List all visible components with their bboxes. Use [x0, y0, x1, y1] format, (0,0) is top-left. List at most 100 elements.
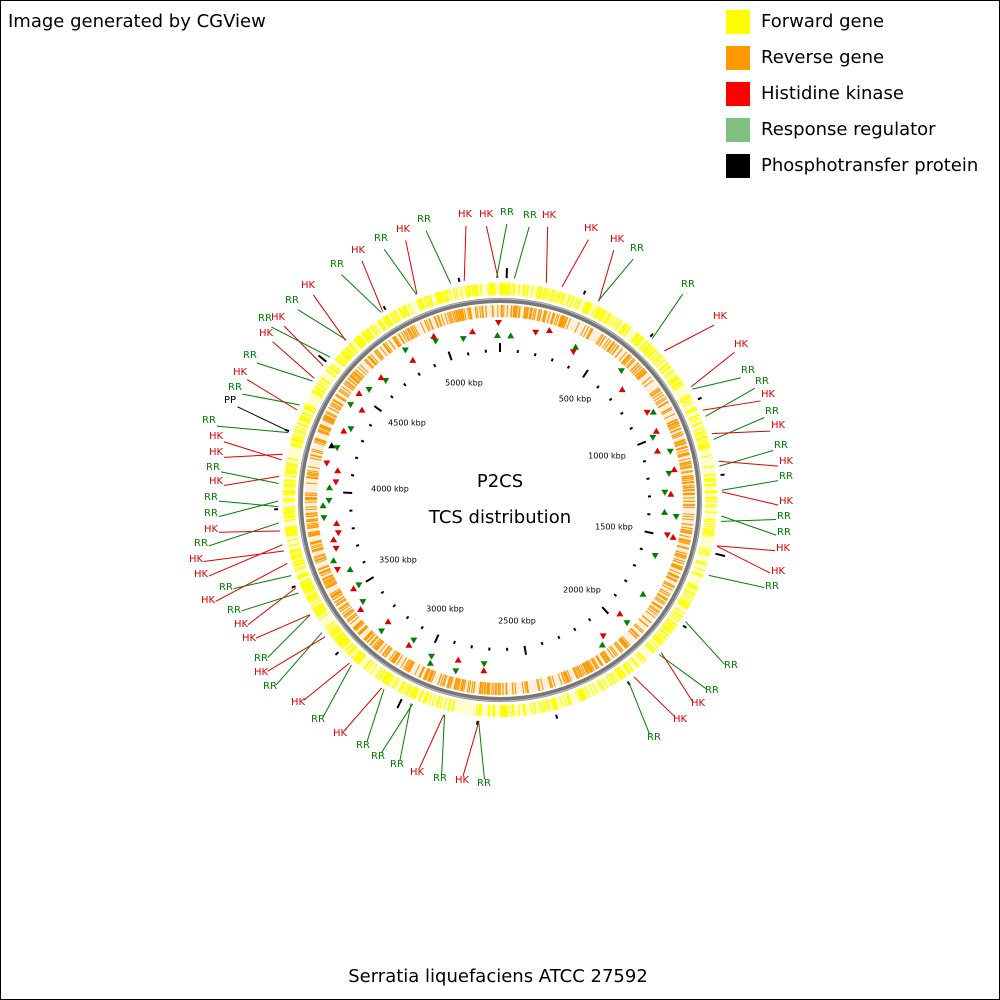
reverse-gene: [681, 478, 694, 482]
reverse-gene: [525, 681, 529, 694]
forward-gene: [634, 336, 644, 347]
reverse-gene: [453, 677, 458, 690]
scale-mark: [632, 563, 637, 567]
reverse-gene: [674, 441, 687, 447]
forward-gene: [692, 426, 705, 432]
reverse-gene: [402, 330, 410, 342]
forward-gene: [285, 533, 298, 537]
reverse-gene: [671, 562, 684, 568]
reverse-gene: [629, 628, 640, 638]
reverse-gene: [353, 620, 363, 630]
feature-label: HK: [761, 389, 776, 400]
forward-gene: [565, 294, 571, 307]
forward-gene: [682, 592, 694, 599]
reverse-gene: [663, 413, 676, 420]
feature-leader: [708, 574, 765, 589]
reverse-gene: [637, 370, 647, 380]
forward-gene: [470, 284, 474, 297]
reverse-gene: [633, 624, 643, 634]
reverse-gene: [669, 427, 682, 433]
reverse-gene: [559, 315, 565, 328]
reverse-gene: [370, 353, 379, 364]
forward-gene: [549, 289, 554, 302]
forward-gene: [668, 375, 679, 384]
forward-gene: [593, 307, 601, 319]
feature-marker: [649, 434, 657, 441]
forward-gene: [436, 696, 442, 708]
reverse-gene: [309, 457, 322, 461]
tick-label: 3000 kbp: [426, 605, 464, 614]
forward-gene: [340, 351, 351, 361]
reverse-gene: [433, 316, 439, 328]
reverse-gene: [384, 341, 393, 353]
reverse-gene: [446, 312, 452, 324]
reverse-gene: [434, 316, 440, 328]
feature-marker: [665, 470, 673, 477]
reverse-gene: [590, 658, 598, 670]
reverse-gene: [411, 325, 418, 337]
forward-gene: [290, 552, 303, 557]
reverse-gene: [313, 441, 326, 446]
reverse-gene: [523, 306, 526, 319]
reverse-gene: [680, 528, 693, 532]
reverse-gene: [513, 305, 516, 318]
reverse-gene: [551, 675, 556, 688]
reverse-gene: [329, 588, 341, 596]
forward-gene: [283, 513, 296, 516]
reverse-gene: [675, 445, 688, 451]
reverse-gene: [446, 675, 451, 688]
reverse-gene: [347, 613, 358, 623]
reverse-gene: [381, 645, 390, 656]
forward-gene: [286, 538, 299, 542]
forward-gene: [405, 684, 412, 696]
reverse-gene: [466, 307, 470, 320]
feature-leader: [208, 522, 280, 547]
forward-gene: [680, 396, 692, 404]
forward-gene: [700, 454, 713, 459]
forward-gene: [688, 414, 700, 421]
reverse-gene: [678, 537, 691, 542]
reverse-gene: [670, 564, 683, 570]
reverse-gene: [357, 366, 367, 376]
forward-gene: [678, 600, 690, 608]
outer-mark: [317, 354, 327, 363]
reverse-gene: [315, 437, 327, 443]
reverse-gene: [309, 539, 322, 544]
reverse-gene: [423, 668, 430, 680]
reverse-gene: [678, 457, 691, 462]
reverse-gene: [374, 350, 384, 360]
forward-gene: [443, 290, 449, 302]
feature-marker: [652, 427, 660, 434]
legend-label: Histidine kinase: [761, 83, 904, 104]
forward-gene: [389, 312, 397, 324]
reverse-gene: [562, 316, 568, 329]
forward-gene: [284, 470, 297, 474]
reverse-gene: [323, 577, 335, 584]
footer: Serratia liquefaciens ATCC 27592: [348, 966, 648, 987]
reverse-gene: [405, 660, 413, 672]
feature-leader: [399, 703, 412, 761]
feature-label: HK: [204, 524, 219, 535]
reverse-gene: [650, 388, 661, 397]
forward-gene: [646, 348, 657, 358]
reverse-gene: [680, 531, 693, 535]
reverse-gene: [390, 651, 399, 662]
reverse-gene: [670, 428, 682, 434]
forward-gene: [584, 686, 591, 698]
reverse-gene: [606, 341, 615, 352]
forward-gene: [575, 690, 582, 702]
forward-gene: [366, 328, 375, 339]
reverse-gene: [682, 488, 695, 491]
reverse-gene: [620, 353, 630, 364]
forward-gene: [552, 697, 557, 710]
reverse-gene: [652, 600, 663, 609]
reverse-gene: [311, 546, 324, 551]
forward-gene: [315, 608, 327, 616]
reverse-gene: [668, 422, 680, 429]
forward-gene: [369, 663, 378, 675]
reverse-gene: [349, 374, 360, 384]
reverse-gene: [666, 418, 678, 425]
forward-gene: [660, 365, 671, 374]
reverse-gene: [636, 370, 647, 380]
feature-leader: [312, 294, 347, 341]
